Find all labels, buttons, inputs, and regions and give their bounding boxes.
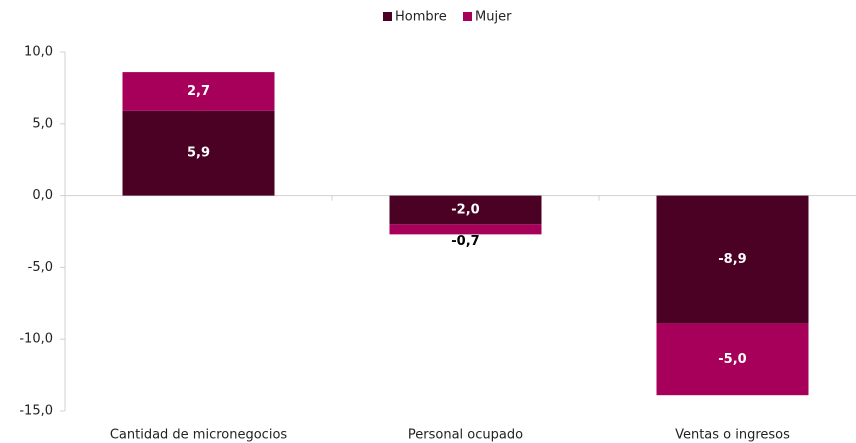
- y-tick-label: -15,0: [19, 404, 53, 419]
- data-label: -8,9: [718, 252, 746, 267]
- legend-swatch: [383, 12, 392, 21]
- bar-segment: [122, 72, 275, 111]
- data-label: -5,0: [718, 352, 746, 367]
- data-label: 2,7: [187, 84, 210, 99]
- bar-segment: [656, 195, 809, 324]
- y-tick-label: 10,0: [24, 45, 53, 60]
- data-label: -2,0: [451, 202, 479, 217]
- x-tick-label: Cantidad de micronegocios: [110, 428, 288, 443]
- x-tick-label: Ventas o ingresos: [675, 428, 790, 443]
- bar-segment: [389, 224, 542, 235]
- bar-segment: [656, 323, 809, 396]
- y-tick-label: 0,0: [32, 188, 53, 203]
- bar-segment: [122, 110, 275, 196]
- data-label: -0,7: [451, 234, 479, 249]
- y-tick-label: 5,0: [32, 116, 53, 131]
- legend-swatch: [463, 12, 472, 21]
- legend-label: Hombre: [395, 10, 447, 25]
- y-tick-label: -10,0: [19, 332, 53, 347]
- legend-label: Mujer: [475, 10, 512, 25]
- data-label: 5,9: [187, 146, 210, 161]
- bar-segment: [389, 195, 542, 225]
- y-tick-label: -5,0: [28, 260, 53, 275]
- x-tick-label: Personal ocupado: [408, 428, 523, 443]
